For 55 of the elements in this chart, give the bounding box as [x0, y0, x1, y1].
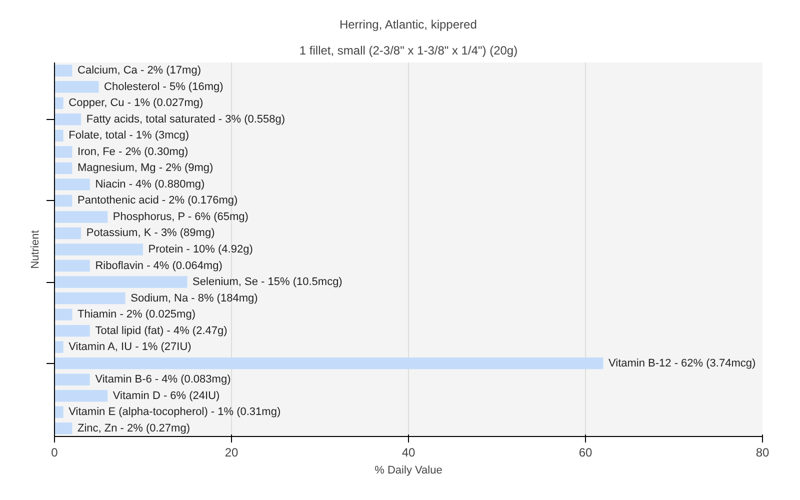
y-tick-label: Folate, total - 1% (3mcg) [68, 130, 190, 142]
bar [54, 374, 90, 386]
y-tick-label: Potassium, K - 3% (89mg) [86, 227, 215, 240]
bar [54, 146, 72, 158]
bar [54, 292, 126, 304]
bar [54, 97, 64, 110]
y-axis-title: Nutrient [30, 230, 42, 269]
y-tick-label: Selenium, Se - 15% (10.5mcg) [192, 276, 342, 288]
y-tick-label: Cholesterol - 5% (16mg) [104, 80, 224, 93]
bar [54, 178, 90, 190]
y-tick-label: Total lipid (fat) - 4% (2.47g) [95, 324, 228, 337]
bar [54, 130, 64, 142]
bar [54, 324, 90, 337]
y-tick-label: Pantothenic acid - 2% (0.176mg) [78, 194, 238, 207]
x-axis-title: % Daily Value [374, 464, 442, 476]
y-tick-label: Zinc, Zn - 2% (0.27mg) [78, 422, 190, 434]
chart-subtitle: 1 fillet, small (2-3/8" x 1-3/8" x 1/4") (20g) [299, 44, 518, 58]
y-tick-label: Vitamin D - 6% (24IU) [112, 390, 220, 402]
y-tick-label: Riboflavin - 4% (0.064mg) [95, 260, 222, 272]
y-tick-label: Iron, Fe - 2% (0.30mg) [78, 146, 188, 158]
bar [54, 390, 108, 402]
bar [54, 227, 82, 240]
x-tick-label: 60 [578, 446, 592, 460]
y-tick-label: Fatty acids, total saturated - 3% (0.558g) [86, 113, 286, 126]
y-tick-label: Phosphorus, P - 6% (65mg) [112, 210, 248, 223]
bar [54, 422, 72, 434]
bar [54, 244, 143, 256]
bar [54, 114, 82, 126]
y-tick-label: Magnesium, Mg - 2% (9mg) [78, 162, 214, 174]
x-tick-label: 0 [51, 446, 58, 460]
bar [54, 194, 72, 207]
chart-title: Herring, Atlantic, kippered [339, 18, 477, 32]
y-tick-label: Vitamin A, IU - 1% (27IU) [68, 341, 192, 354]
x-tick-label: 80 [756, 446, 770, 460]
y-tick-label: Niacin - 4% (0.880mg) [95, 178, 205, 190]
bar [54, 211, 108, 223]
y-tick-label: Vitamin B-12 - 62% (3.74mcg) [608, 357, 756, 370]
bar [54, 276, 188, 288]
x-tick-label: 20 [224, 446, 238, 460]
bar [54, 406, 64, 418]
x-tick-label: 40 [402, 446, 416, 460]
bar [54, 162, 72, 174]
bar [54, 357, 604, 370]
y-tick-label: Calcium, Ca - 2% (17mg) [78, 64, 201, 77]
bar [54, 81, 99, 93]
bar [54, 308, 72, 320]
y-tick-label: Protein - 10% (4.92g) [148, 244, 253, 256]
bar [54, 64, 72, 76]
y-tick-label: Thiamin - 2% (0.025mg) [78, 308, 196, 321]
y-tick-label: Sodium, Na - 8% (184mg) [130, 292, 258, 304]
y-tick-label: Vitamin B-6 - 4% (0.083mg) [95, 374, 231, 386]
bar [54, 341, 64, 353]
y-tick-label: Copper, Cu - 1% (0.027mg) [68, 97, 204, 110]
bar [54, 260, 90, 272]
y-tick-label: Vitamin E (alpha-tocopherol) - 1% (0.31mg) [68, 406, 281, 418]
